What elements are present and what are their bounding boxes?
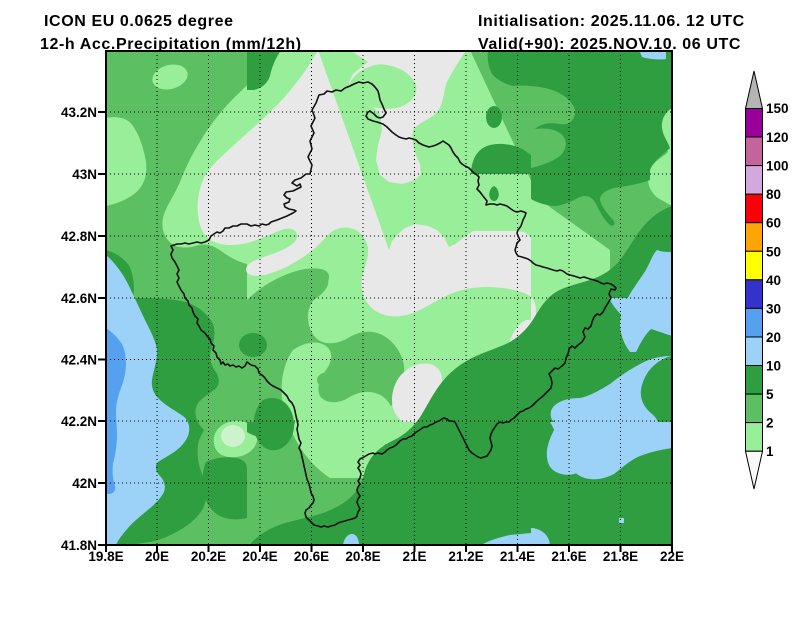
svg-text:80: 80 — [766, 187, 781, 202]
svg-text:21.8E: 21.8E — [603, 549, 638, 564]
svg-text:20.6E: 20.6E — [294, 549, 329, 564]
svg-text:150: 150 — [766, 101, 789, 116]
svg-text:21.6E: 21.6E — [551, 549, 586, 564]
svg-text:20.4E: 20.4E — [242, 549, 277, 564]
svg-text:60: 60 — [766, 216, 781, 231]
svg-text:19.8E: 19.8E — [88, 549, 123, 564]
svg-text:21E: 21E — [402, 549, 426, 564]
svg-text:43.2N: 43.2N — [61, 105, 97, 120]
svg-text:21.4E: 21.4E — [500, 549, 535, 564]
svg-text:42.2N: 42.2N — [61, 414, 97, 429]
svg-text:20.8E: 20.8E — [345, 549, 380, 564]
svg-text:42.8N: 42.8N — [61, 229, 97, 244]
svg-text:30: 30 — [766, 301, 781, 316]
svg-text:21.2E: 21.2E — [448, 549, 483, 564]
svg-text:40: 40 — [766, 273, 781, 288]
svg-text:20E: 20E — [145, 549, 169, 564]
svg-text:20: 20 — [766, 330, 781, 345]
svg-text:1: 1 — [766, 444, 774, 459]
svg-text:5: 5 — [766, 387, 774, 402]
svg-text:2: 2 — [766, 416, 774, 431]
svg-text:22E: 22E — [660, 549, 684, 564]
svg-text:20.2E: 20.2E — [191, 549, 226, 564]
svg-text:41.8N: 41.8N — [61, 538, 97, 553]
svg-text:10: 10 — [766, 359, 781, 374]
svg-text:43N: 43N — [72, 167, 97, 182]
svg-text:100: 100 — [766, 159, 789, 174]
svg-text:50: 50 — [766, 244, 781, 259]
svg-text:42.6N: 42.6N — [61, 291, 97, 306]
svg-text:120: 120 — [766, 130, 789, 145]
svg-text:42N: 42N — [72, 476, 97, 491]
svg-text:42.4N: 42.4N — [61, 353, 97, 368]
